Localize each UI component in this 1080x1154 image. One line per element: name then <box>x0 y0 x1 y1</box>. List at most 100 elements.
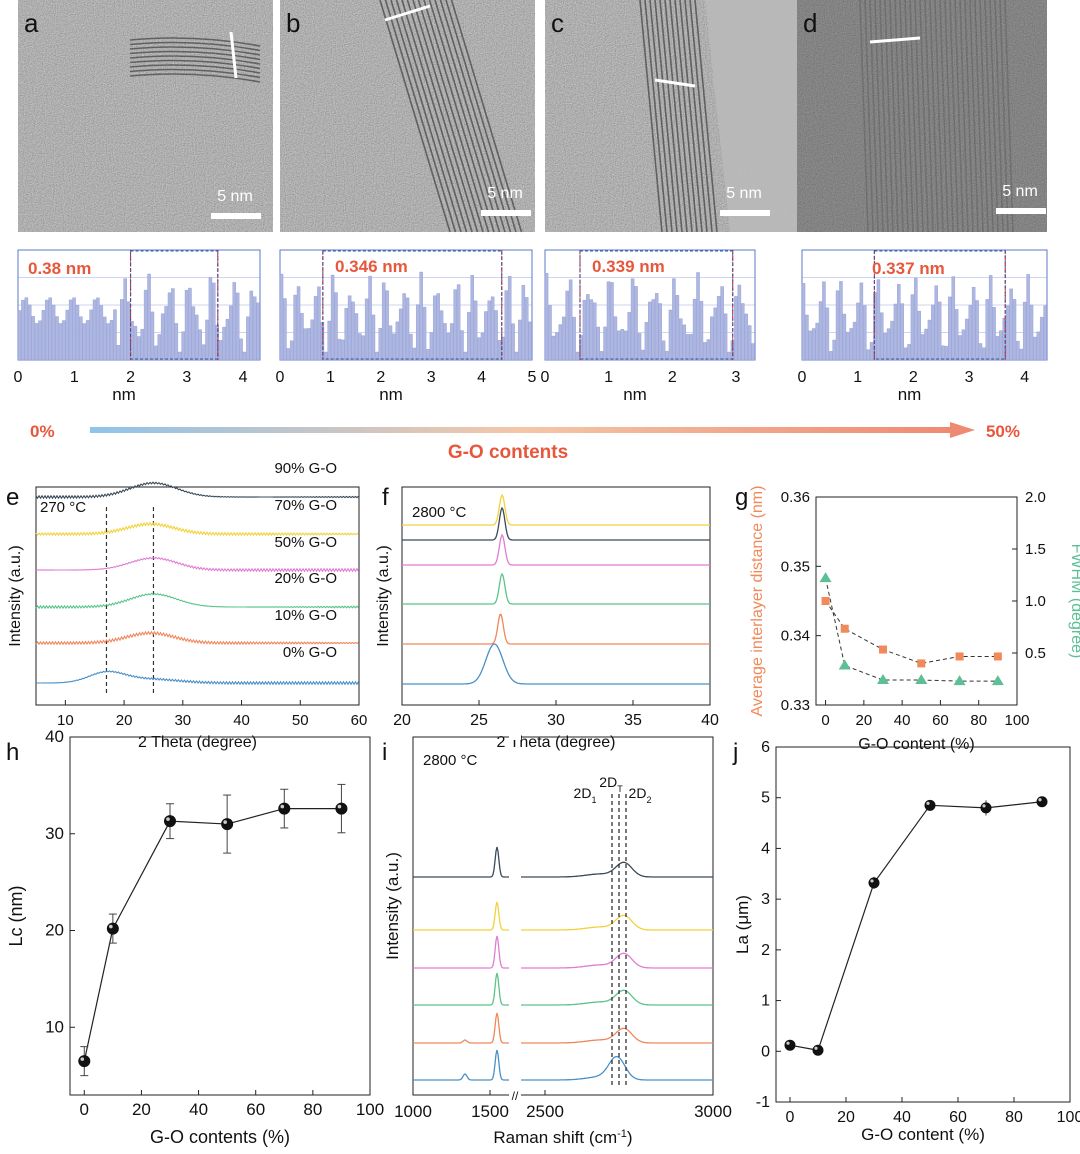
panel-letter-d: d <box>803 8 817 38</box>
fringe <box>974 0 984 233</box>
y-tick-label: 10 <box>45 1017 64 1036</box>
profile-xtick: 1 <box>70 369 79 386</box>
y-tick-label-right: 2.0 <box>1025 489 1046 506</box>
fringe <box>450 0 523 233</box>
scalebar <box>996 208 1046 214</box>
xrd-series-5 <box>35 481 359 500</box>
plot-frame <box>412 736 714 1096</box>
series-label: 50% G-O <box>274 534 337 551</box>
profile-xtick: 3 <box>427 369 436 386</box>
fringe <box>879 0 889 233</box>
raman-G-series-4 <box>413 901 509 931</box>
x-tick-label: 80 <box>970 712 987 729</box>
plot-frame <box>815 496 1018 706</box>
panel-e: e 270 °C 10 20 30 40 50 60 2 Theta (degree) Inten… <box>6 460 367 751</box>
peak-label: 2D2 <box>629 785 652 805</box>
x-tick-label: 20 <box>856 712 873 729</box>
x-tick-label: 100 <box>1057 1109 1080 1126</box>
y-axis-label: Lc (nm) <box>6 885 26 946</box>
lc-point <box>106 922 119 935</box>
x-tick-label: 60 <box>949 1109 967 1126</box>
fringe <box>1004 0 1014 233</box>
x-tick-label: 40 <box>233 712 250 729</box>
raman-G-series-3 <box>413 935 509 969</box>
y-tick-label: 30 <box>45 824 64 843</box>
profile-xtick: 0 <box>276 369 285 386</box>
panel-letter-g: g <box>735 484 748 511</box>
axis-break: // <box>512 1089 519 1103</box>
fringe <box>944 0 954 233</box>
fringe <box>924 0 934 233</box>
profile-a: 0.38 nm 0 1 2 3 4 nm <box>14 249 261 404</box>
x-tick-label: 20 <box>837 1109 855 1126</box>
fringe <box>379 0 451 233</box>
profile-b: 0.346 nm 0 1 2 3 4 5 nm <box>276 249 537 404</box>
profile-xtick: 3 <box>731 369 740 386</box>
fringe <box>919 0 929 233</box>
fringe <box>659 0 683 233</box>
x-tick-label: 1000 <box>394 1102 432 1121</box>
xrd-series-2 <box>402 572 710 605</box>
panel-letter-c: c <box>551 8 564 38</box>
point-highlight <box>982 804 986 808</box>
y-tick-label: 6 <box>761 739 770 756</box>
y-tick-label-right: 0.5 <box>1025 645 1046 662</box>
tem-texture <box>797 0 1047 232</box>
panel-i: i 2800 °C // 1000 1500 2500 3000 Raman shift (c… <box>382 734 732 1147</box>
y-tick-label: 5 <box>761 790 770 807</box>
fwhm-line <box>825 578 998 682</box>
gc-gradient: 0% 50% G-O contents <box>30 422 1020 463</box>
la-point <box>980 802 992 814</box>
panel-letter-f: f <box>382 484 389 511</box>
profile-xlabel: nm <box>623 385 647 404</box>
scalebar-label: 5 nm <box>1002 183 1038 200</box>
gradient-arrowhead <box>950 422 975 438</box>
profile-bars <box>801 274 1047 361</box>
la-line <box>789 801 1043 1051</box>
xrd-series-2 <box>35 592 359 610</box>
fringe <box>439 0 512 233</box>
x-tick-label: 50 <box>292 712 309 729</box>
profile-xtick: 1 <box>853 369 862 386</box>
profile-xlabel: nm <box>112 385 136 404</box>
fringe <box>129 64 261 74</box>
series-label: 20% G-O <box>274 570 337 587</box>
axis-break-mask-top <box>509 734 521 740</box>
profile-d: 0.337 nm 0 1 2 3 4 nm <box>798 249 1048 404</box>
peak-label: 2D1 <box>574 785 597 805</box>
peak-label: 2DT <box>599 774 623 794</box>
interlayer-point <box>993 652 1002 661</box>
profile-c: 0.339 nm 0 1 2 3 nm <box>541 249 756 404</box>
raman-2D-series-4 <box>521 914 713 931</box>
profile-bars <box>17 273 260 361</box>
panel-letter-e: e <box>6 484 19 511</box>
x-tick-label: 20 <box>132 1100 151 1119</box>
fringe <box>679 0 703 233</box>
profile-xtick: 4 <box>239 369 248 386</box>
y-tick-label: 0 <box>761 1043 770 1060</box>
y-tick-label: 40 <box>45 727 64 746</box>
raman-2D-series-0 <box>521 1055 713 1081</box>
point-highlight <box>1038 798 1042 802</box>
fringe <box>129 55 261 65</box>
fringe <box>939 0 949 233</box>
profile-selection-box <box>873 250 1006 360</box>
fwhm-point <box>877 674 889 685</box>
series-label: 0% G-O <box>283 644 337 661</box>
fringe <box>999 0 1009 233</box>
panel-letter-j: j <box>732 739 738 766</box>
gradient-label: G-O contents <box>448 442 568 463</box>
y-tick-label: 3 <box>761 891 770 908</box>
fwhm-point <box>915 674 928 685</box>
fringe <box>954 0 964 233</box>
tem-image-d: d 5 nm <box>797 0 1047 233</box>
profile-xtick: 3 <box>182 369 191 386</box>
fringe <box>423 0 495 233</box>
fringe <box>639 0 663 233</box>
lc-point <box>78 1055 91 1068</box>
fringe <box>884 0 894 233</box>
profile-xtick: 5 <box>528 369 537 386</box>
raman-2D-series-5 <box>521 861 713 878</box>
x-tick-label: 40 <box>894 712 911 729</box>
